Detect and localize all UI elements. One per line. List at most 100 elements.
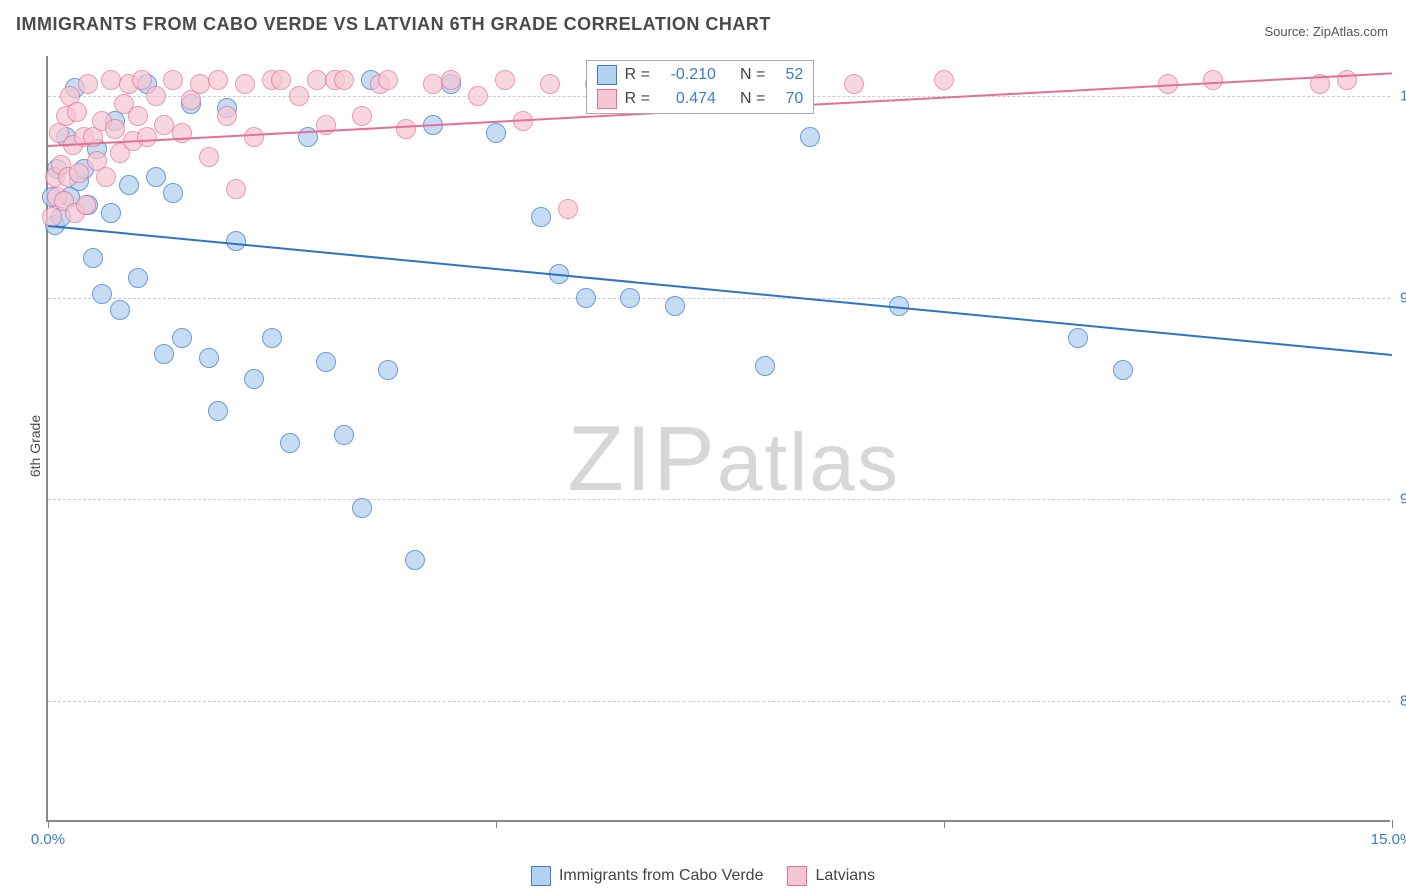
scatter-point-pink xyxy=(844,74,864,94)
scatter-point-pink xyxy=(208,70,228,90)
watermark-b: atlas xyxy=(717,417,900,508)
scatter-point-blue xyxy=(576,288,596,308)
scatter-point-pink xyxy=(378,70,398,90)
scatter-point-pink xyxy=(334,70,354,90)
r-value: 0.474 xyxy=(658,90,716,108)
scatter-point-pink xyxy=(1203,70,1223,90)
scatter-point-pink xyxy=(271,70,291,90)
scatter-point-pink xyxy=(934,70,954,90)
scatter-point-pink xyxy=(199,147,219,167)
scatter-point-pink xyxy=(163,70,183,90)
scatter-point-blue xyxy=(334,425,354,445)
scatter-point-pink xyxy=(352,106,372,126)
scatter-point-blue xyxy=(244,369,264,389)
source-link[interactable]: ZipAtlas.com xyxy=(1313,24,1388,39)
scatter-point-blue xyxy=(83,248,103,268)
scatter-point-pink xyxy=(217,106,237,126)
source-attribution: Source: ZipAtlas.com xyxy=(1264,24,1388,39)
chart-title: IMMIGRANTS FROM CABO VERDE VS LATVIAN 6T… xyxy=(16,14,771,35)
n-label: N = xyxy=(740,66,765,84)
scatter-point-blue xyxy=(101,203,121,223)
n-label: N = xyxy=(740,90,765,108)
scatter-point-blue xyxy=(800,127,820,147)
scatter-point-blue xyxy=(316,352,336,372)
scatter-point-pink xyxy=(226,179,246,199)
scatter-point-blue xyxy=(1068,328,1088,348)
n-value: 70 xyxy=(773,90,803,108)
gridline xyxy=(48,499,1390,500)
legend-item: Latvians xyxy=(787,866,875,886)
scatter-point-pink xyxy=(67,102,87,122)
scatter-point-pink xyxy=(468,86,488,106)
scatter-point-blue xyxy=(262,328,282,348)
scatter-point-pink xyxy=(96,167,116,187)
scatter-point-pink xyxy=(69,163,89,183)
legend-bottom: Immigrants from Cabo Verde Latvians xyxy=(0,866,1406,886)
scatter-point-blue xyxy=(378,360,398,380)
scatter-point-blue xyxy=(755,356,775,376)
scatter-point-pink xyxy=(76,195,96,215)
scatter-point-pink xyxy=(128,106,148,126)
scatter-point-blue xyxy=(665,296,685,316)
scatter-point-blue xyxy=(1113,360,1133,380)
y-tick-label: 85.0% xyxy=(1400,693,1406,710)
legend-row: R = 0.474 N = 70 xyxy=(587,87,814,111)
scatter-point-pink xyxy=(441,70,461,90)
y-tick-label: 100.0% xyxy=(1400,88,1406,105)
watermark: ZIPatlas xyxy=(568,407,900,512)
scatter-point-pink xyxy=(190,74,210,94)
correlation-legend: R = -0.210 N = 52 R = 0.474 N = 70 xyxy=(586,60,815,114)
legend-swatch xyxy=(787,866,807,886)
scatter-point-pink xyxy=(1337,70,1357,90)
scatter-point-pink xyxy=(289,86,309,106)
gridline xyxy=(48,298,1390,299)
scatter-point-pink xyxy=(146,86,166,106)
legend-swatch xyxy=(597,65,617,85)
x-tick xyxy=(944,820,945,828)
legend-item: Immigrants from Cabo Verde xyxy=(531,866,764,886)
gridline xyxy=(48,701,1390,702)
legend-swatch xyxy=(597,89,617,109)
scatter-point-blue xyxy=(172,328,192,348)
source-prefix: Source: xyxy=(1264,24,1312,39)
scatter-point-blue xyxy=(405,550,425,570)
scatter-point-blue xyxy=(620,288,640,308)
y-axis-label: 6th Grade xyxy=(27,415,43,477)
scatter-point-blue xyxy=(199,348,219,368)
scatter-point-pink xyxy=(235,74,255,94)
r-value: -0.210 xyxy=(658,66,716,84)
scatter-point-pink xyxy=(101,70,121,90)
r-label: R = xyxy=(625,90,650,108)
legend-swatch xyxy=(531,866,551,886)
y-tick-label: 90.0% xyxy=(1400,491,1406,508)
scatter-point-pink xyxy=(495,70,515,90)
legend-label: Immigrants from Cabo Verde xyxy=(559,867,764,885)
x-tick xyxy=(1392,820,1393,828)
watermark-a: ZIP xyxy=(568,408,717,510)
legend-row: R = -0.210 N = 52 xyxy=(587,63,814,87)
scatter-point-pink xyxy=(78,74,98,94)
scatter-point-pink xyxy=(423,74,443,94)
scatter-point-blue xyxy=(128,268,148,288)
scatter-point-blue xyxy=(352,498,372,518)
scatter-point-blue xyxy=(163,183,183,203)
x-tick-label: 0.0% xyxy=(31,831,65,848)
trend-line-blue xyxy=(48,225,1392,356)
x-tick xyxy=(48,820,49,828)
scatter-point-blue xyxy=(531,207,551,227)
scatter-point-blue xyxy=(154,344,174,364)
scatter-point-pink xyxy=(558,199,578,219)
scatter-point-pink xyxy=(105,119,125,139)
n-value: 52 xyxy=(773,66,803,84)
scatter-point-blue xyxy=(92,284,112,304)
legend-label: Latvians xyxy=(815,867,875,885)
scatter-point-pink xyxy=(137,127,157,147)
x-tick xyxy=(496,820,497,828)
plot-area: ZIPatlas 85.0%90.0%95.0%100.0%0.0%15.0%R… xyxy=(46,56,1390,822)
r-label: R = xyxy=(625,66,650,84)
y-tick-label: 95.0% xyxy=(1400,289,1406,306)
scatter-point-blue xyxy=(486,123,506,143)
scatter-point-pink xyxy=(396,119,416,139)
scatter-point-blue xyxy=(208,401,228,421)
x-tick-label: 15.0% xyxy=(1371,831,1406,848)
